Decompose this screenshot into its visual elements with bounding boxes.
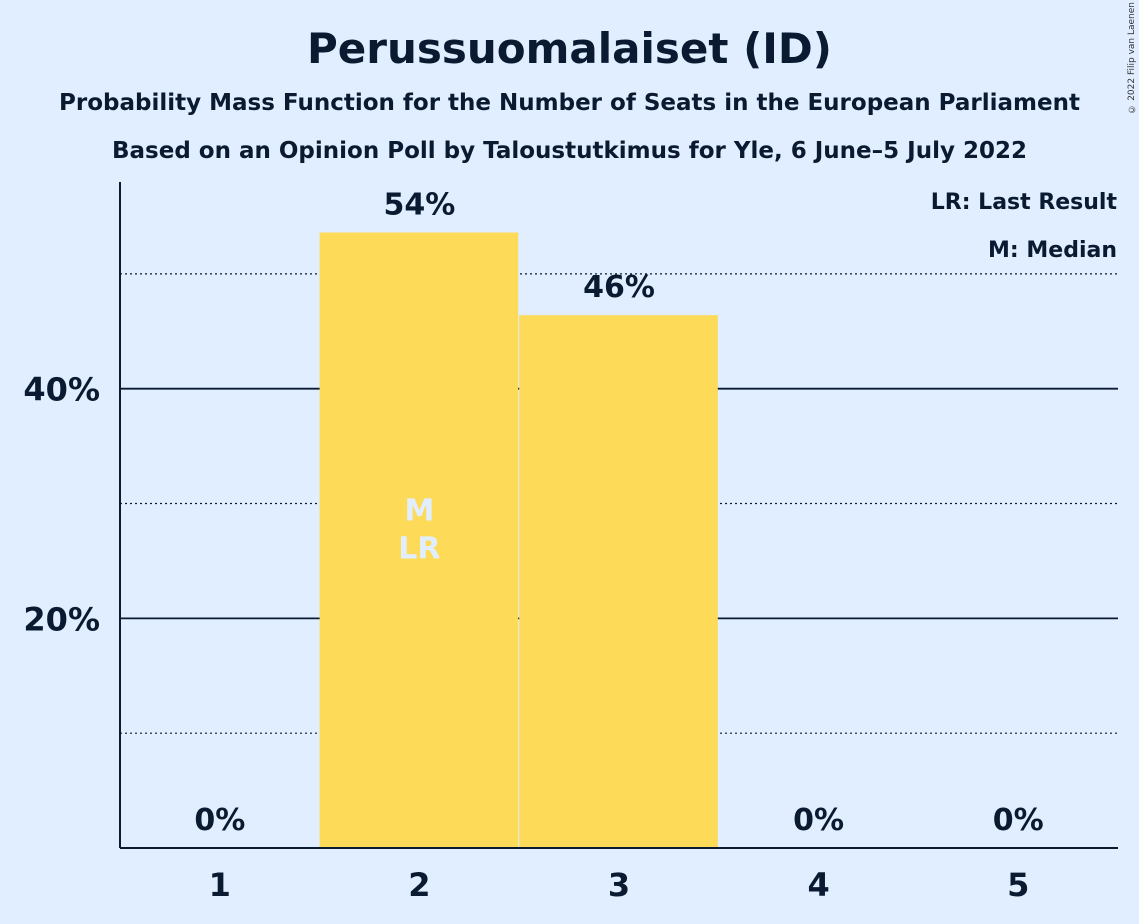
legend: LR: Last Result M: Median bbox=[931, 190, 1118, 263]
bar-2 bbox=[319, 232, 519, 848]
chart-subtitle: Probability Mass Function for the Number… bbox=[59, 90, 1080, 116]
data-label: 0% bbox=[194, 803, 245, 838]
value-labels: 0% 54% 46% 0% 0% MLR bbox=[194, 188, 1043, 838]
chart-title: Perussuomalaiset (ID) bbox=[307, 24, 832, 73]
y-tick-label: 40% bbox=[23, 371, 100, 409]
marker-m: M bbox=[404, 493, 434, 528]
bar-3 bbox=[519, 315, 718, 848]
x-tick-label: 4 bbox=[807, 866, 829, 904]
y-tick-label: 20% bbox=[23, 600, 100, 638]
x-tick-label: 3 bbox=[608, 866, 630, 904]
chart-subtitle-source: Based on an Opinion Poll by Taloustutkim… bbox=[111, 138, 1027, 164]
legend-entry: LR: Last Result bbox=[931, 190, 1118, 215]
axes: 20% 40% 1 2 3 4 5 bbox=[23, 182, 1118, 904]
legend-entry: M: Median bbox=[988, 238, 1117, 263]
x-tick-label: 5 bbox=[1007, 866, 1029, 904]
data-label: 0% bbox=[993, 803, 1044, 838]
x-tick-label: 2 bbox=[408, 866, 430, 904]
data-label: 54% bbox=[383, 188, 455, 223]
data-label: 46% bbox=[583, 270, 655, 305]
bars bbox=[319, 232, 718, 848]
data-label: 0% bbox=[793, 803, 844, 838]
x-tick-label: 1 bbox=[209, 866, 231, 904]
marker-lr: LR bbox=[398, 531, 440, 566]
